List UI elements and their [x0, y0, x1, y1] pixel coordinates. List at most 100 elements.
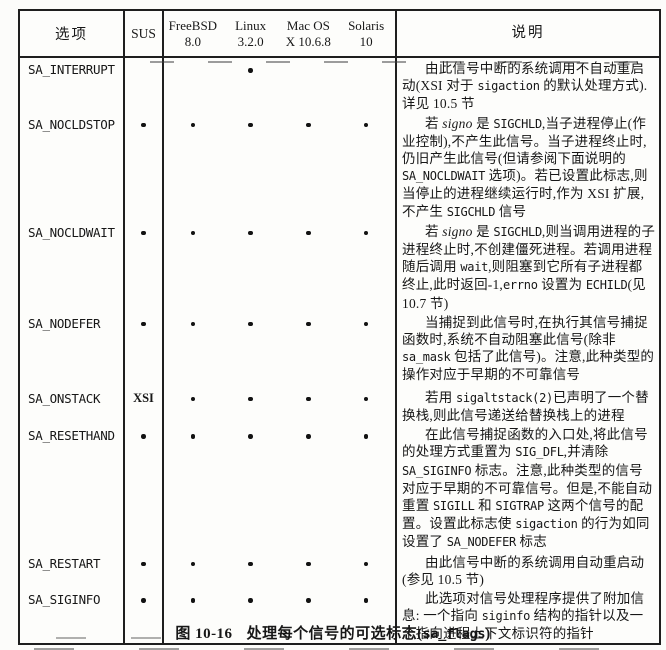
macos-mark	[280, 58, 338, 113]
option-description: 若用 sigaltstack(2)已声明了一个替换栈,则此信号递送给替换栈上的进…	[395, 386, 659, 425]
presence-dot	[248, 68, 253, 73]
presence-dot	[248, 230, 253, 236]
presence-dot	[248, 122, 253, 128]
presence-dot	[306, 321, 311, 327]
solaris-mark	[337, 552, 395, 588]
os-name: FreeBSD	[168, 18, 218, 33]
macos-mark	[280, 113, 338, 221]
presence-dot	[306, 122, 311, 128]
presence-dot	[306, 230, 311, 236]
freebsd-mark	[164, 552, 222, 588]
linux-mark	[222, 113, 280, 221]
presence-dot	[363, 230, 369, 236]
presence-dot	[248, 434, 253, 439]
macos-mark	[280, 552, 338, 588]
option-name: SA_SIGINFO	[20, 588, 125, 643]
option-name: SA_NODEFER	[20, 311, 125, 387]
linux-mark	[222, 552, 280, 588]
option-name: SA_ONSTACK	[20, 386, 125, 425]
macos-mark	[280, 312, 338, 387]
option-name: SA_NOCLDSTOP	[20, 112, 125, 221]
presence-dot	[306, 434, 311, 439]
presence-dot	[190, 321, 196, 327]
table-row-sa-interrupt: SA_INTERRUPT 由此信号中断的系统调用不自动重启动(XSI 对于 si…	[20, 58, 659, 113]
option-name: SA_RESTART	[20, 551, 125, 589]
solaris-mark	[337, 588, 395, 643]
presence-dot	[363, 321, 369, 327]
freebsd-mark	[164, 58, 222, 113]
macos-mark	[280, 221, 338, 312]
option-name: SA_RESETHAND	[20, 424, 125, 552]
sus-mark	[125, 424, 164, 552]
os-version: 3.2.0	[237, 33, 264, 49]
solaris-mark	[337, 113, 395, 221]
freebsd-mark	[164, 113, 222, 221]
presence-dot	[141, 434, 146, 439]
freebsd-mark	[164, 221, 222, 312]
linux-mark	[222, 221, 280, 312]
freebsd-mark	[164, 588, 222, 643]
table-row-sa-onstack: SA_ONSTACK XSI 若用 sigaltstack(2)已声明了一个替换…	[20, 386, 659, 425]
presence-dot	[248, 561, 253, 567]
macos-mark	[280, 387, 338, 424]
sa-flags-table: 选项 SUS FreeBSD 8.0 Linux 3.2.0 Mac OS X …	[18, 9, 661, 650]
presence-dot	[190, 434, 196, 439]
header-macos-column: Mac OS X 10.6.8	[280, 11, 338, 56]
header-linux-column: Linux 3.2.0	[222, 11, 280, 56]
solaris-mark	[337, 312, 395, 387]
freebsd-mark	[164, 387, 222, 424]
sus-mark	[125, 588, 164, 643]
header-description-column: 说明	[395, 11, 659, 56]
option-description: 若 signo 是 SIGCHLD,则当调用进程的子进程终止时,不创建僵死进程。…	[395, 220, 659, 312]
figure-caption-text: 处理每个信号的可选标志(sa_flags)	[246, 626, 491, 642]
option-description: 由此信号中断的系统调用不自动重启动(XSI 对于 sigaction 的默认处理…	[395, 58, 659, 113]
table-row-sa-siginfo: SA_SIGINFO 此选项对信号处理程序提供了附加信息: 一个指向 sigin…	[20, 588, 659, 643]
sus-mark	[125, 311, 164, 387]
presence-dot	[248, 321, 253, 327]
presence-dot	[190, 598, 196, 603]
presence-dot	[141, 321, 146, 327]
presence-dot	[363, 434, 369, 439]
presence-dot	[363, 598, 369, 603]
presence-dot	[363, 561, 369, 567]
presence-dot	[190, 230, 196, 236]
solaris-mark	[337, 58, 395, 113]
macos-mark	[280, 588, 338, 643]
linux-mark	[222, 588, 280, 643]
presence-dot	[190, 122, 196, 128]
os-name: Solaris	[348, 18, 385, 33]
sus-mark	[125, 58, 164, 113]
os-version: 8.0	[184, 33, 201, 49]
solaris-mark	[337, 387, 395, 424]
presence-dot	[141, 230, 146, 236]
sus-mark	[125, 112, 164, 221]
header-solaris-column: Solaris 10	[337, 11, 395, 56]
option-description: 此选项对信号处理程序提供了附加信息: 一个指向 siginfo 结构的指针以及一…	[395, 588, 659, 643]
presence-dot	[248, 396, 253, 402]
table-row-sa-restart: SA_RESTART 由此信号中断的系统调用自动重启动(参见 10.5 节)	[20, 551, 659, 589]
linux-mark	[222, 424, 280, 551]
freebsd-mark	[164, 312, 222, 387]
option-description: 由此信号中断的系统调用自动重启动(参见 10.5 节)	[395, 551, 659, 589]
table-row-sa-nocldstop: SA_NOCLDSTOP 若 signo 是 SIGCHLD,当子进程停止(作业…	[20, 112, 659, 221]
presence-dot	[141, 561, 146, 567]
table-row-sa-nodefer: SA_NODEFER 当捕捉到此信号时,在执行其信号捕捉函数时,系统不自动阻塞此…	[20, 311, 659, 387]
option-description: 若 signo 是 SIGCHLD,当子进程停止(作业控制),不产生此信号。当子…	[395, 112, 659, 221]
presence-dot	[190, 396, 196, 402]
sus-mark	[125, 220, 164, 312]
solaris-mark	[337, 424, 395, 551]
table-header-row: 选项 SUS FreeBSD 8.0 Linux 3.2.0 Mac OS X …	[20, 11, 659, 58]
presence-dot	[190, 561, 196, 567]
presence-dot	[306, 598, 311, 603]
presence-dot	[306, 396, 311, 402]
linux-mark	[222, 312, 280, 387]
solaris-mark	[337, 221, 395, 312]
linux-mark	[222, 58, 280, 113]
header-option-column: 选项	[20, 11, 125, 56]
header-freebsd-column: FreeBSD 8.0	[164, 11, 222, 56]
header-sus-column: SUS	[125, 11, 164, 56]
option-name: SA_NOCLDWAIT	[20, 220, 125, 312]
scan-artifact-line	[34, 647, 645, 650]
option-description: 在此信号捕捉函数的入口处,将此信号的处理方式重置为 SIG_DFL,并清除 SA…	[395, 424, 659, 552]
